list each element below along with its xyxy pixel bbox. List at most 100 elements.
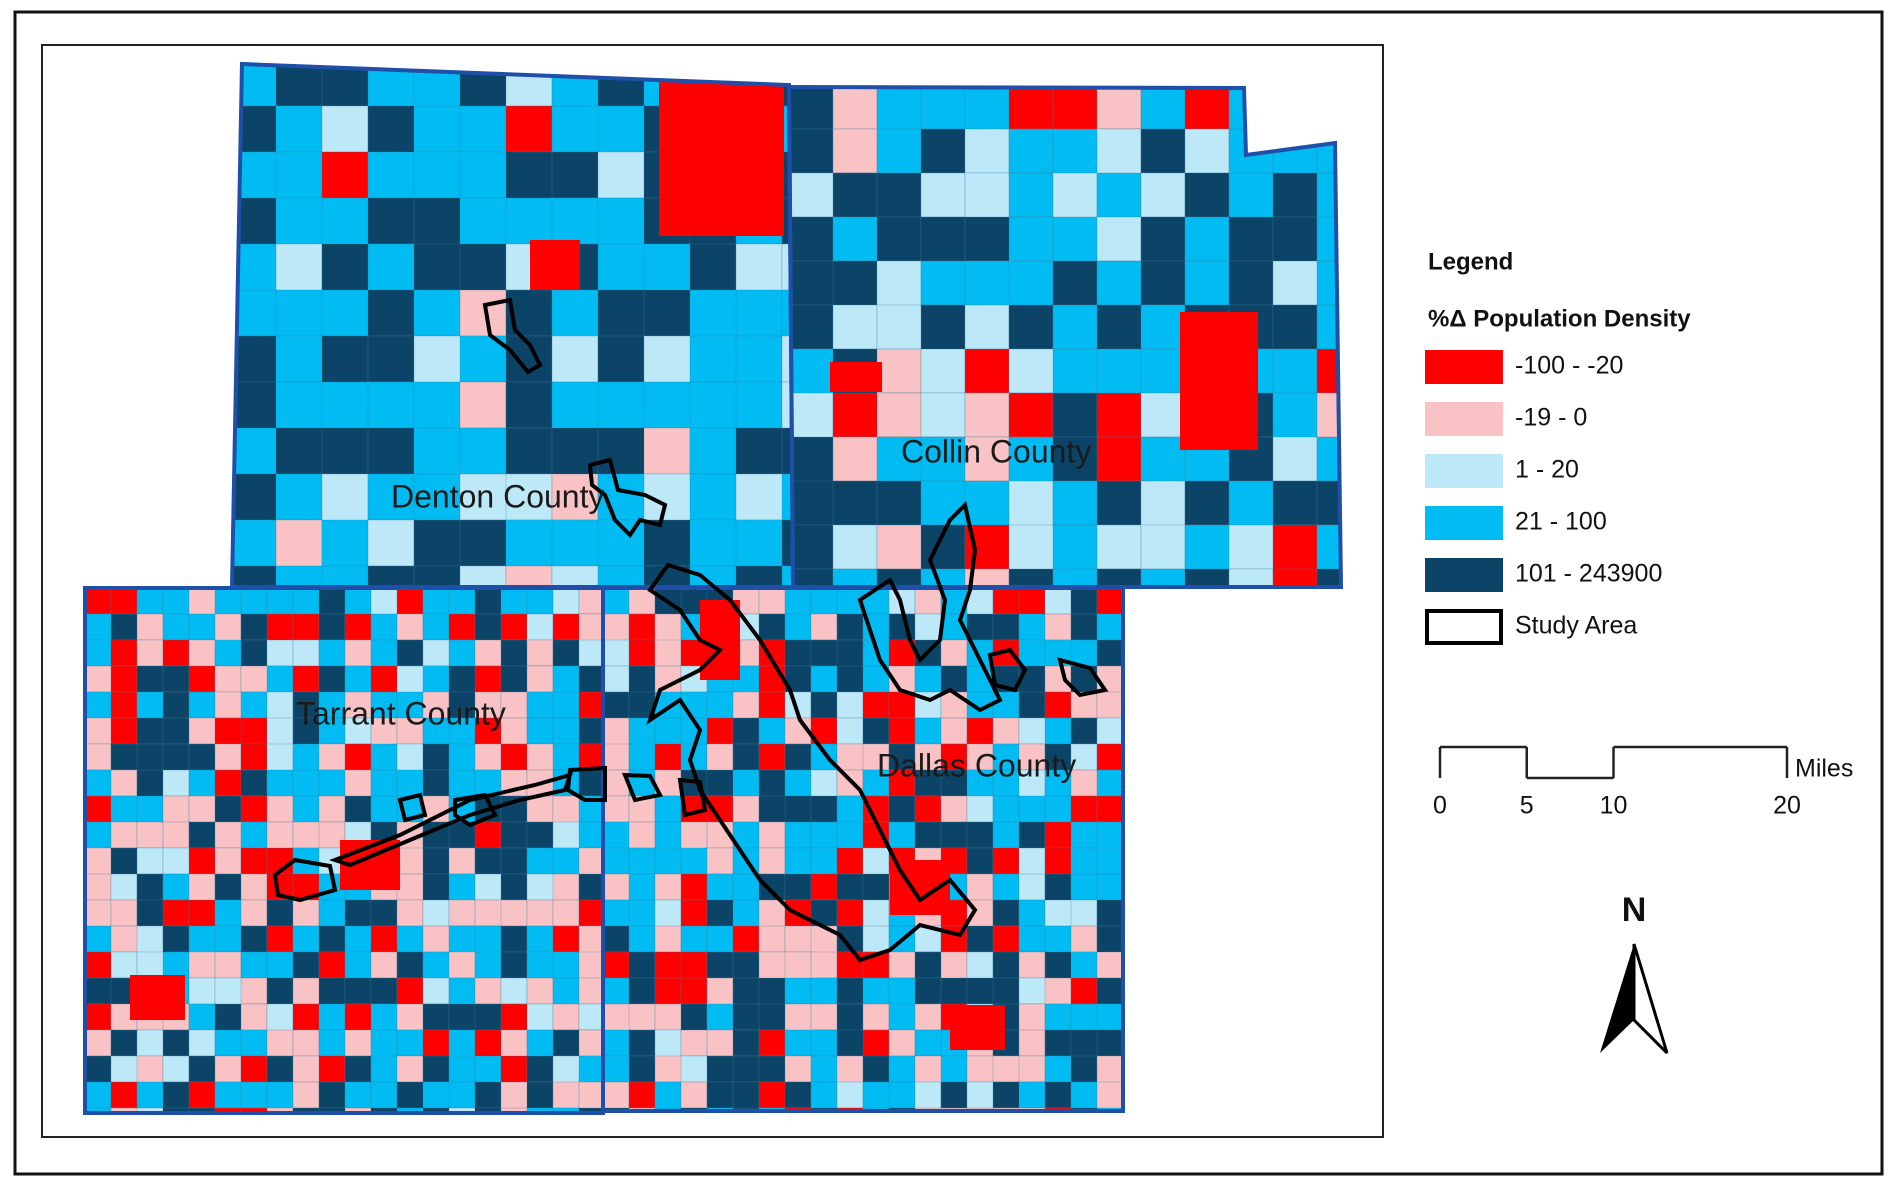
tract	[1052, 216, 1098, 262]
tract	[964, 87, 1010, 130]
tract	[344, 1107, 372, 1113]
tract	[367, 289, 415, 337]
tract	[266, 588, 294, 615]
tract	[1316, 128, 1341, 174]
tract	[526, 821, 554, 849]
tract	[1228, 260, 1274, 306]
tract	[526, 691, 554, 719]
tract	[1070, 1081, 1098, 1111]
scale-bar: 0 5 10 20 Miles	[1433, 745, 1853, 820]
tract	[784, 1081, 812, 1109]
tract	[162, 873, 190, 901]
tract	[85, 743, 112, 771]
tract	[292, 1081, 320, 1109]
county-label: Tarrant County	[296, 695, 506, 731]
tract	[1272, 87, 1341, 130]
tract	[526, 899, 554, 927]
county-tracts	[232, 64, 793, 587]
tract	[578, 639, 603, 667]
tract	[735, 289, 783, 337]
tract	[526, 847, 554, 875]
tract	[214, 847, 242, 875]
tract	[1018, 899, 1046, 927]
tract	[810, 613, 838, 641]
tract	[578, 717, 603, 745]
tract	[689, 243, 737, 291]
tract	[1316, 436, 1341, 482]
tract	[552, 899, 580, 927]
tract	[940, 1055, 968, 1083]
tract	[551, 335, 599, 383]
tract	[920, 128, 966, 174]
tract	[784, 1055, 812, 1083]
tract	[1228, 568, 1274, 587]
tract	[318, 925, 346, 953]
tract	[188, 821, 216, 849]
study-outline	[587, 457, 668, 539]
tract	[1018, 925, 1046, 953]
legend: -100 - -20 -19 - 0 1 - 20 21 - 100 101 - 243…	[1425, 350, 1662, 645]
tract	[1096, 524, 1142, 570]
tract	[964, 392, 1010, 438]
tract	[1018, 951, 1046, 979]
tract	[966, 1107, 1020, 1111]
tract	[162, 899, 190, 927]
tract	[266, 899, 294, 927]
tract	[552, 639, 580, 667]
tract	[1044, 665, 1072, 693]
tract	[136, 821, 164, 849]
tract	[706, 1003, 734, 1031]
tract	[422, 1107, 450, 1113]
legend-label: 101 - 243900	[1515, 560, 1662, 588]
tract	[888, 821, 916, 849]
tract	[526, 639, 554, 667]
tract	[654, 795, 682, 823]
county-tracts	[85, 588, 603, 1113]
tract	[914, 1003, 942, 1031]
tract	[1272, 480, 1318, 526]
tract	[920, 436, 966, 482]
tract	[110, 769, 138, 797]
tract	[1096, 847, 1123, 875]
tract	[1008, 568, 1054, 587]
tract	[474, 1081, 502, 1109]
tract	[1096, 977, 1123, 1005]
north-label: N	[1622, 891, 1647, 929]
tract	[832, 128, 878, 174]
tract	[448, 639, 476, 667]
tract	[275, 473, 323, 521]
tract	[628, 1003, 656, 1031]
tract	[832, 524, 878, 570]
legend-swatch	[1425, 558, 1503, 592]
tract	[110, 639, 138, 667]
tract	[266, 769, 294, 797]
tract	[832, 480, 878, 526]
tract	[162, 588, 190, 615]
tract	[344, 743, 372, 771]
tract	[214, 665, 242, 693]
tract	[1184, 480, 1230, 526]
tract	[552, 951, 580, 979]
tract	[836, 1081, 864, 1111]
tract	[706, 925, 734, 953]
tract	[1096, 588, 1123, 615]
study-outline	[482, 297, 543, 375]
tract	[552, 1081, 580, 1109]
tract	[1052, 348, 1098, 394]
tract	[920, 260, 966, 306]
tract	[530, 240, 580, 290]
tract	[654, 639, 682, 667]
tract	[500, 588, 528, 615]
tract	[136, 1107, 164, 1113]
tract	[240, 769, 268, 797]
tract	[232, 565, 277, 587]
tract	[603, 1081, 630, 1111]
tract	[1070, 588, 1098, 615]
tract	[597, 64, 645, 107]
tract	[275, 381, 323, 429]
tract	[603, 1029, 630, 1057]
tract	[552, 1003, 580, 1031]
tract	[321, 289, 369, 337]
tract	[888, 717, 916, 745]
tract	[1018, 873, 1046, 901]
